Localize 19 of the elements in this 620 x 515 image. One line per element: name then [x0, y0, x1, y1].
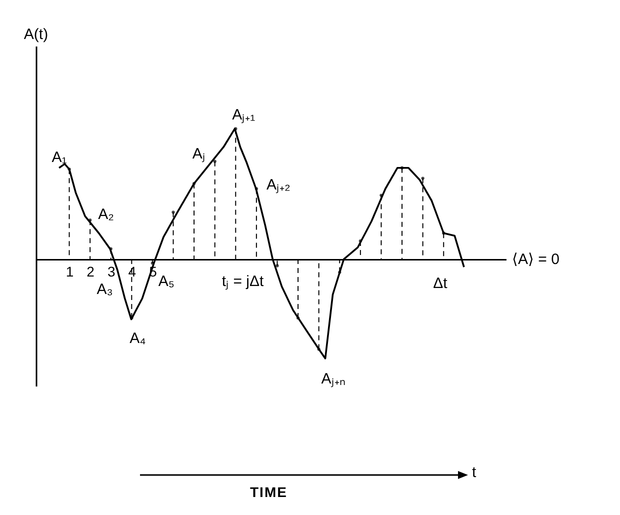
text: t: [472, 464, 476, 481]
annotation: Aⱼ₊₂: [266, 176, 291, 194]
annotation: A₃: [96, 280, 113, 298]
text: TIME: [250, 484, 288, 500]
x-tick-label: 3: [107, 264, 116, 280]
annotation: tⱼ = jΔt: [222, 273, 265, 290]
text: ⟨A⟩ = 0: [512, 251, 560, 268]
x-tick-label: 2: [86, 264, 95, 280]
annotation: Aⱼ: [192, 145, 206, 162]
annotation: Aⱼ₊₁: [232, 106, 256, 124]
annotation: A₁: [52, 149, 67, 166]
text: A(t): [24, 26, 48, 43]
annotation: A₄: [130, 330, 146, 347]
x-tick-label: 4: [128, 264, 136, 280]
annotation: A₅: [158, 273, 174, 290]
x-tick-label: 1: [66, 264, 74, 280]
annotation: Δt: [433, 275, 448, 292]
annotation: A₂: [98, 206, 114, 224]
annotation: Aⱼ₊ₙ: [321, 370, 346, 388]
